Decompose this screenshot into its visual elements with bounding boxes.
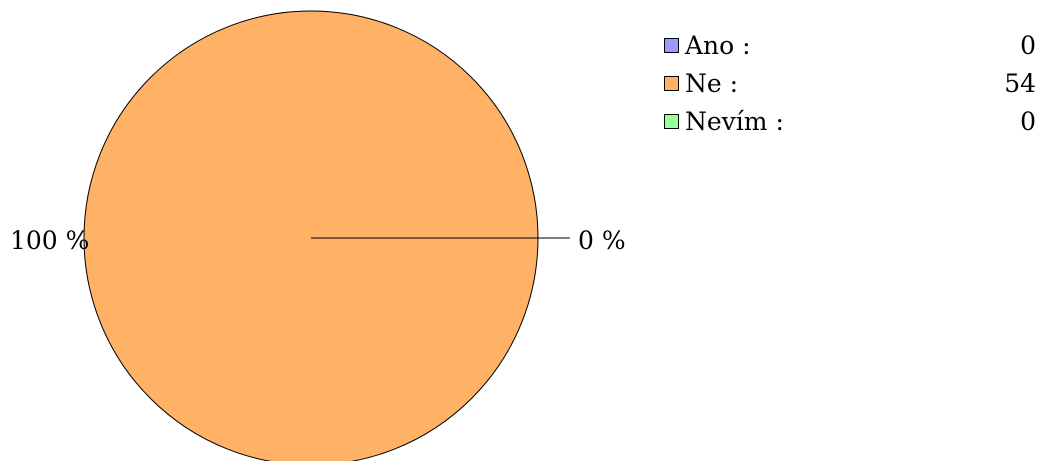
legend-label-nevim: Nevím : — [685, 106, 784, 136]
legend-item-ne: Ne : 54 — [664, 64, 1036, 102]
legend: Ano : 0 Ne : 54 Nevím : 0 — [664, 26, 1036, 140]
legend-value-ano: 0 — [1020, 30, 1036, 60]
pie-slice-ne — [83, 10, 539, 461]
legend-item-ano: Ano : 0 — [664, 26, 1036, 64]
legend-item-nevim: Nevím : 0 — [664, 102, 1036, 140]
legend-value-ne: 54 — [1004, 68, 1036, 98]
legend-swatch-ne — [664, 75, 679, 91]
legend-label-ano: Ano : — [685, 30, 751, 60]
legend-swatch-ano — [664, 37, 679, 53]
legend-label-ne: Ne : — [685, 68, 739, 98]
slice-label-hundred: 100 % — [10, 226, 89, 255]
slice-label-zero: 0 % — [578, 226, 626, 255]
legend-swatch-nevim — [664, 113, 679, 129]
legend-value-nevim: 0 — [1020, 106, 1036, 136]
